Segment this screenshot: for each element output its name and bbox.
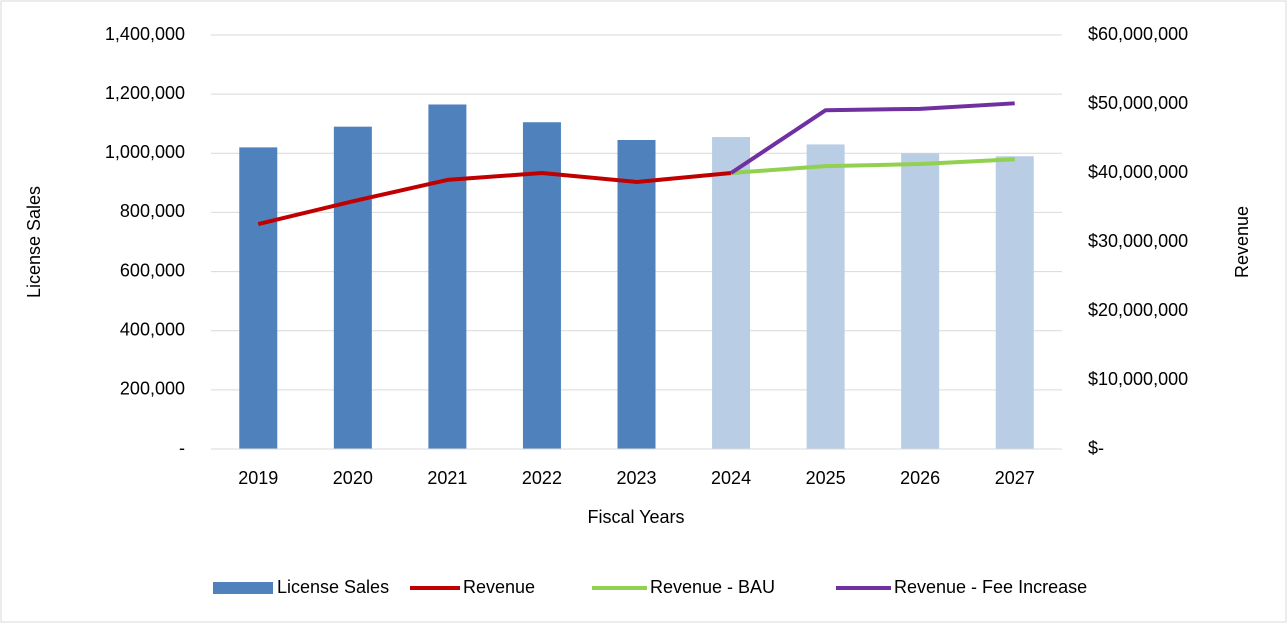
x-tick-label: 2025	[806, 468, 846, 488]
y-tick-label: -	[179, 438, 185, 458]
y2-tick-label: $50,000,000	[1088, 93, 1188, 113]
bar	[901, 153, 940, 450]
x-tick-label: 2024	[711, 468, 751, 488]
x-tick-label: 2022	[522, 468, 562, 488]
bar	[522, 122, 561, 449]
y-tick-label: 600,000	[120, 260, 185, 280]
legend-label: License Sales	[277, 577, 389, 597]
bar	[712, 137, 751, 449]
x-tick-label: 2021	[427, 468, 467, 488]
legend-label: Revenue - Fee Increase	[894, 577, 1087, 597]
bar	[995, 156, 1034, 449]
y-tick-label: 400,000	[120, 319, 185, 339]
x-tick-label: 2020	[333, 468, 373, 488]
y2-tick-label: $20,000,000	[1088, 300, 1188, 320]
line	[729, 101, 1015, 175]
legend-swatch	[213, 582, 273, 594]
y2-tick-label: $10,000,000	[1088, 369, 1188, 389]
y-tick-label: 800,000	[120, 201, 185, 221]
y-tick-label: 1,200,000	[105, 83, 185, 103]
y2-tick-label: $30,000,000	[1088, 231, 1188, 251]
x-tick-label: 2027	[995, 468, 1035, 488]
legend-label: Revenue	[463, 577, 535, 597]
bar	[239, 147, 278, 449]
x-axis-label: Fiscal Years	[587, 507, 684, 527]
bar	[617, 139, 656, 449]
y-tick-label: 200,000	[120, 379, 185, 399]
line	[730, 157, 1015, 175]
x-tick-label: 2026	[900, 468, 940, 488]
y-axis-label: License Sales	[24, 186, 44, 298]
x-tick-label: 2023	[616, 468, 656, 488]
x-tick-label: 2019	[238, 468, 278, 488]
y-tick-label: 1,000,000	[105, 142, 185, 162]
bar	[806, 144, 845, 449]
y2-tick-label: $60,000,000	[1088, 24, 1188, 44]
y2-tick-label: $40,000,000	[1088, 162, 1188, 182]
line	[257, 171, 732, 227]
y-tick-label: 1,400,000	[105, 24, 185, 44]
legend-label: Revenue - BAU	[650, 577, 775, 597]
y2-tick-label: $-	[1088, 438, 1104, 458]
bar	[333, 126, 372, 450]
bar	[428, 104, 467, 449]
y2-axis-label: Revenue	[1232, 206, 1252, 278]
